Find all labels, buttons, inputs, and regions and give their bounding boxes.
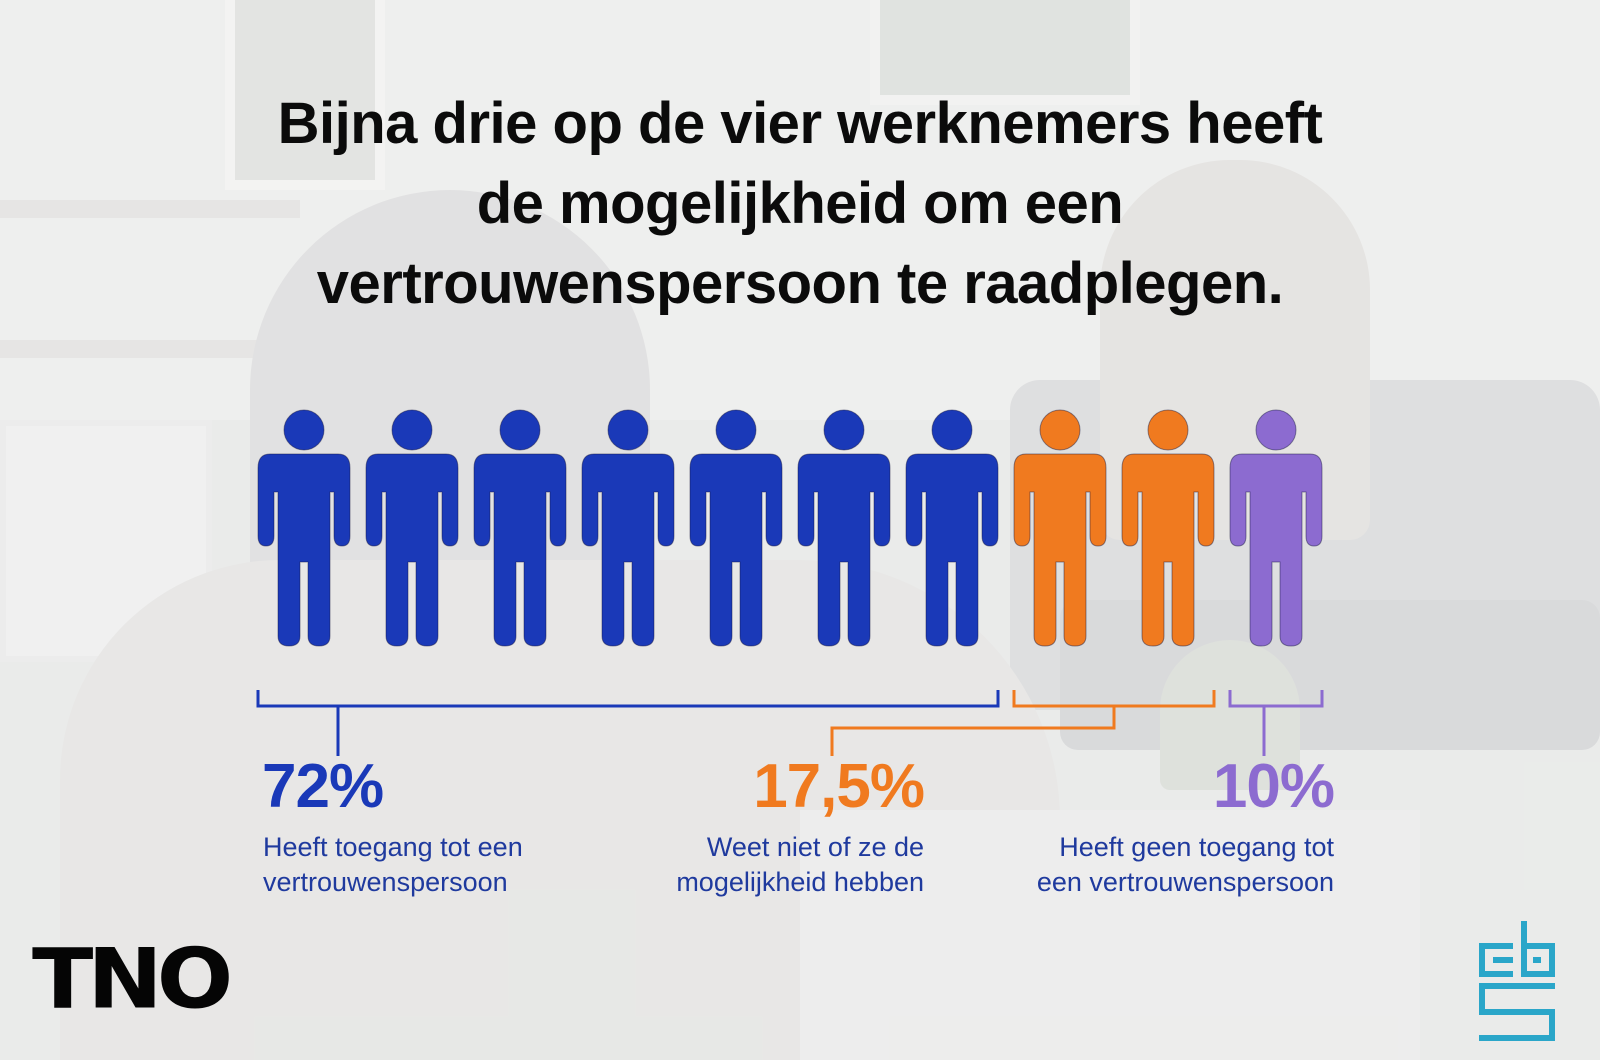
series-label-3-line-1: Heeft geen toegang tot	[1059, 832, 1334, 862]
person-icon	[905, 409, 999, 647]
person-body	[1013, 453, 1107, 647]
person-body	[797, 453, 891, 647]
person-head	[607, 409, 649, 451]
tno-logo: TNO	[32, 931, 233, 1028]
person-icon	[1013, 409, 1107, 647]
person-icon	[1229, 409, 1323, 647]
group-bracket	[1228, 690, 1324, 756]
person-head	[931, 409, 973, 451]
person-body	[905, 453, 999, 647]
person-body	[257, 453, 351, 647]
title-line-3: vertrouwenspersoon te raadplegen.	[316, 251, 1284, 316]
person-icon	[797, 409, 891, 647]
person-body	[581, 453, 675, 647]
person-icon	[1121, 409, 1215, 647]
person-icon	[257, 409, 351, 647]
person-body	[1229, 453, 1323, 647]
series-label-3-line-2: een vertrouwenspersoon	[1036, 867, 1334, 897]
person-head	[1147, 409, 1189, 451]
person-icon	[365, 409, 459, 647]
series-label-1-line-1: Heeft toegang tot een	[263, 832, 523, 862]
person-body	[1121, 453, 1215, 647]
title-line-1: Bijna drie op de vier werknemers heeft	[277, 91, 1323, 156]
person-head	[283, 409, 325, 451]
value-label-3: 10%	[1212, 752, 1335, 821]
series-label-2-line-1: Weet niet of ze de	[706, 832, 924, 862]
series-label-2: Weet niet of ze de mogelijkheid hebben	[600, 830, 924, 900]
person-icon	[581, 409, 675, 647]
value-label-1: 72%	[262, 752, 384, 821]
person-head	[823, 409, 865, 451]
series-label-1: Heeft toegang tot een vertrouwenspersoon	[263, 830, 523, 900]
series-label-1-line-2: vertrouwenspersoon	[263, 867, 508, 897]
group-bracket	[256, 690, 1000, 756]
person-head	[715, 409, 757, 451]
person-head	[1039, 409, 1081, 451]
person-head	[499, 409, 541, 451]
group-bracket	[830, 690, 1216, 756]
person-head	[1255, 409, 1297, 451]
person-icon	[689, 409, 783, 647]
series-label-2-line-2: mogelijkheid hebben	[676, 867, 924, 897]
person-icon	[473, 409, 567, 647]
cbs-logo	[1479, 921, 1555, 1041]
person-body	[689, 453, 783, 647]
person-body	[473, 453, 567, 647]
page-title: Bijna drie op de vier werknemers heeft d…	[100, 84, 1500, 324]
title-line-2: de mogelijkheid om een	[476, 171, 1124, 236]
series-label-3: Heeft geen toegang tot een vertrouwenspe…	[980, 830, 1334, 900]
person-body	[365, 453, 459, 647]
person-head	[391, 409, 433, 451]
value-label-2: 17,5%	[753, 752, 925, 821]
